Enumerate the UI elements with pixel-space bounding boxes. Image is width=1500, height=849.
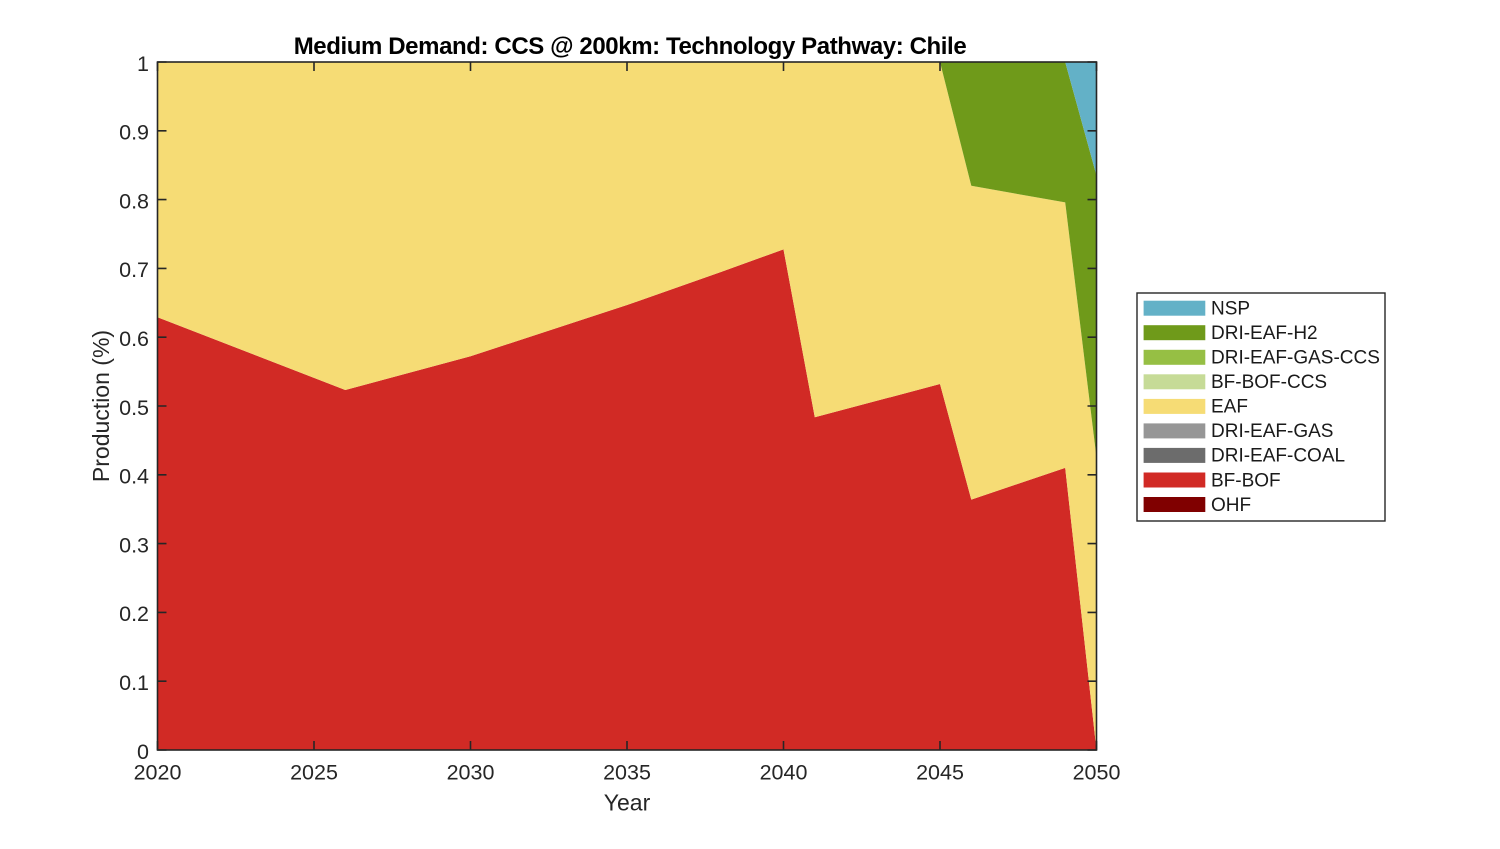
svg-text:DRI-EAF-GAS: DRI-EAF-GAS [1211,421,1333,442]
svg-text:0.7: 0.7 [119,258,149,282]
svg-text:2040: 2040 [760,761,808,785]
svg-text:Medium Demand: CCS @ 200km: Te: Medium Demand: CCS @ 200km: Technology P… [294,33,967,60]
svg-text:2020: 2020 [134,761,182,785]
svg-text:NSP: NSP [1211,299,1250,320]
svg-text:2045: 2045 [916,761,964,785]
svg-text:0.4: 0.4 [119,465,149,489]
svg-text:1: 1 [137,52,149,76]
svg-text:DRI-EAF-GAS-CCS: DRI-EAF-GAS-CCS [1211,348,1380,369]
svg-text:0.5: 0.5 [119,396,149,420]
svg-text:Production (%): Production (%) [88,330,114,482]
svg-text:0.9: 0.9 [119,121,149,145]
svg-text:OHF: OHF [1211,495,1251,516]
svg-text:BF-BOF-CCS: BF-BOF-CCS [1211,372,1327,393]
svg-text:0.1: 0.1 [119,671,149,695]
svg-text:2035: 2035 [603,761,651,785]
svg-text:DRI-EAF-COAL: DRI-EAF-COAL [1211,446,1345,467]
svg-text:0.2: 0.2 [119,602,149,626]
svg-text:0: 0 [137,740,149,764]
svg-text:0.6: 0.6 [119,327,149,351]
svg-text:2025: 2025 [290,761,338,785]
svg-text:2050: 2050 [1073,761,1121,785]
svg-text:Year: Year [604,790,651,816]
svg-text:2030: 2030 [447,761,495,785]
svg-text:0.8: 0.8 [119,189,149,213]
svg-text:EAF: EAF [1211,397,1248,418]
svg-text:BF-BOF: BF-BOF [1211,470,1281,491]
svg-text:DRI-EAF-H2: DRI-EAF-H2 [1211,323,1318,344]
svg-text:0.3: 0.3 [119,533,149,557]
